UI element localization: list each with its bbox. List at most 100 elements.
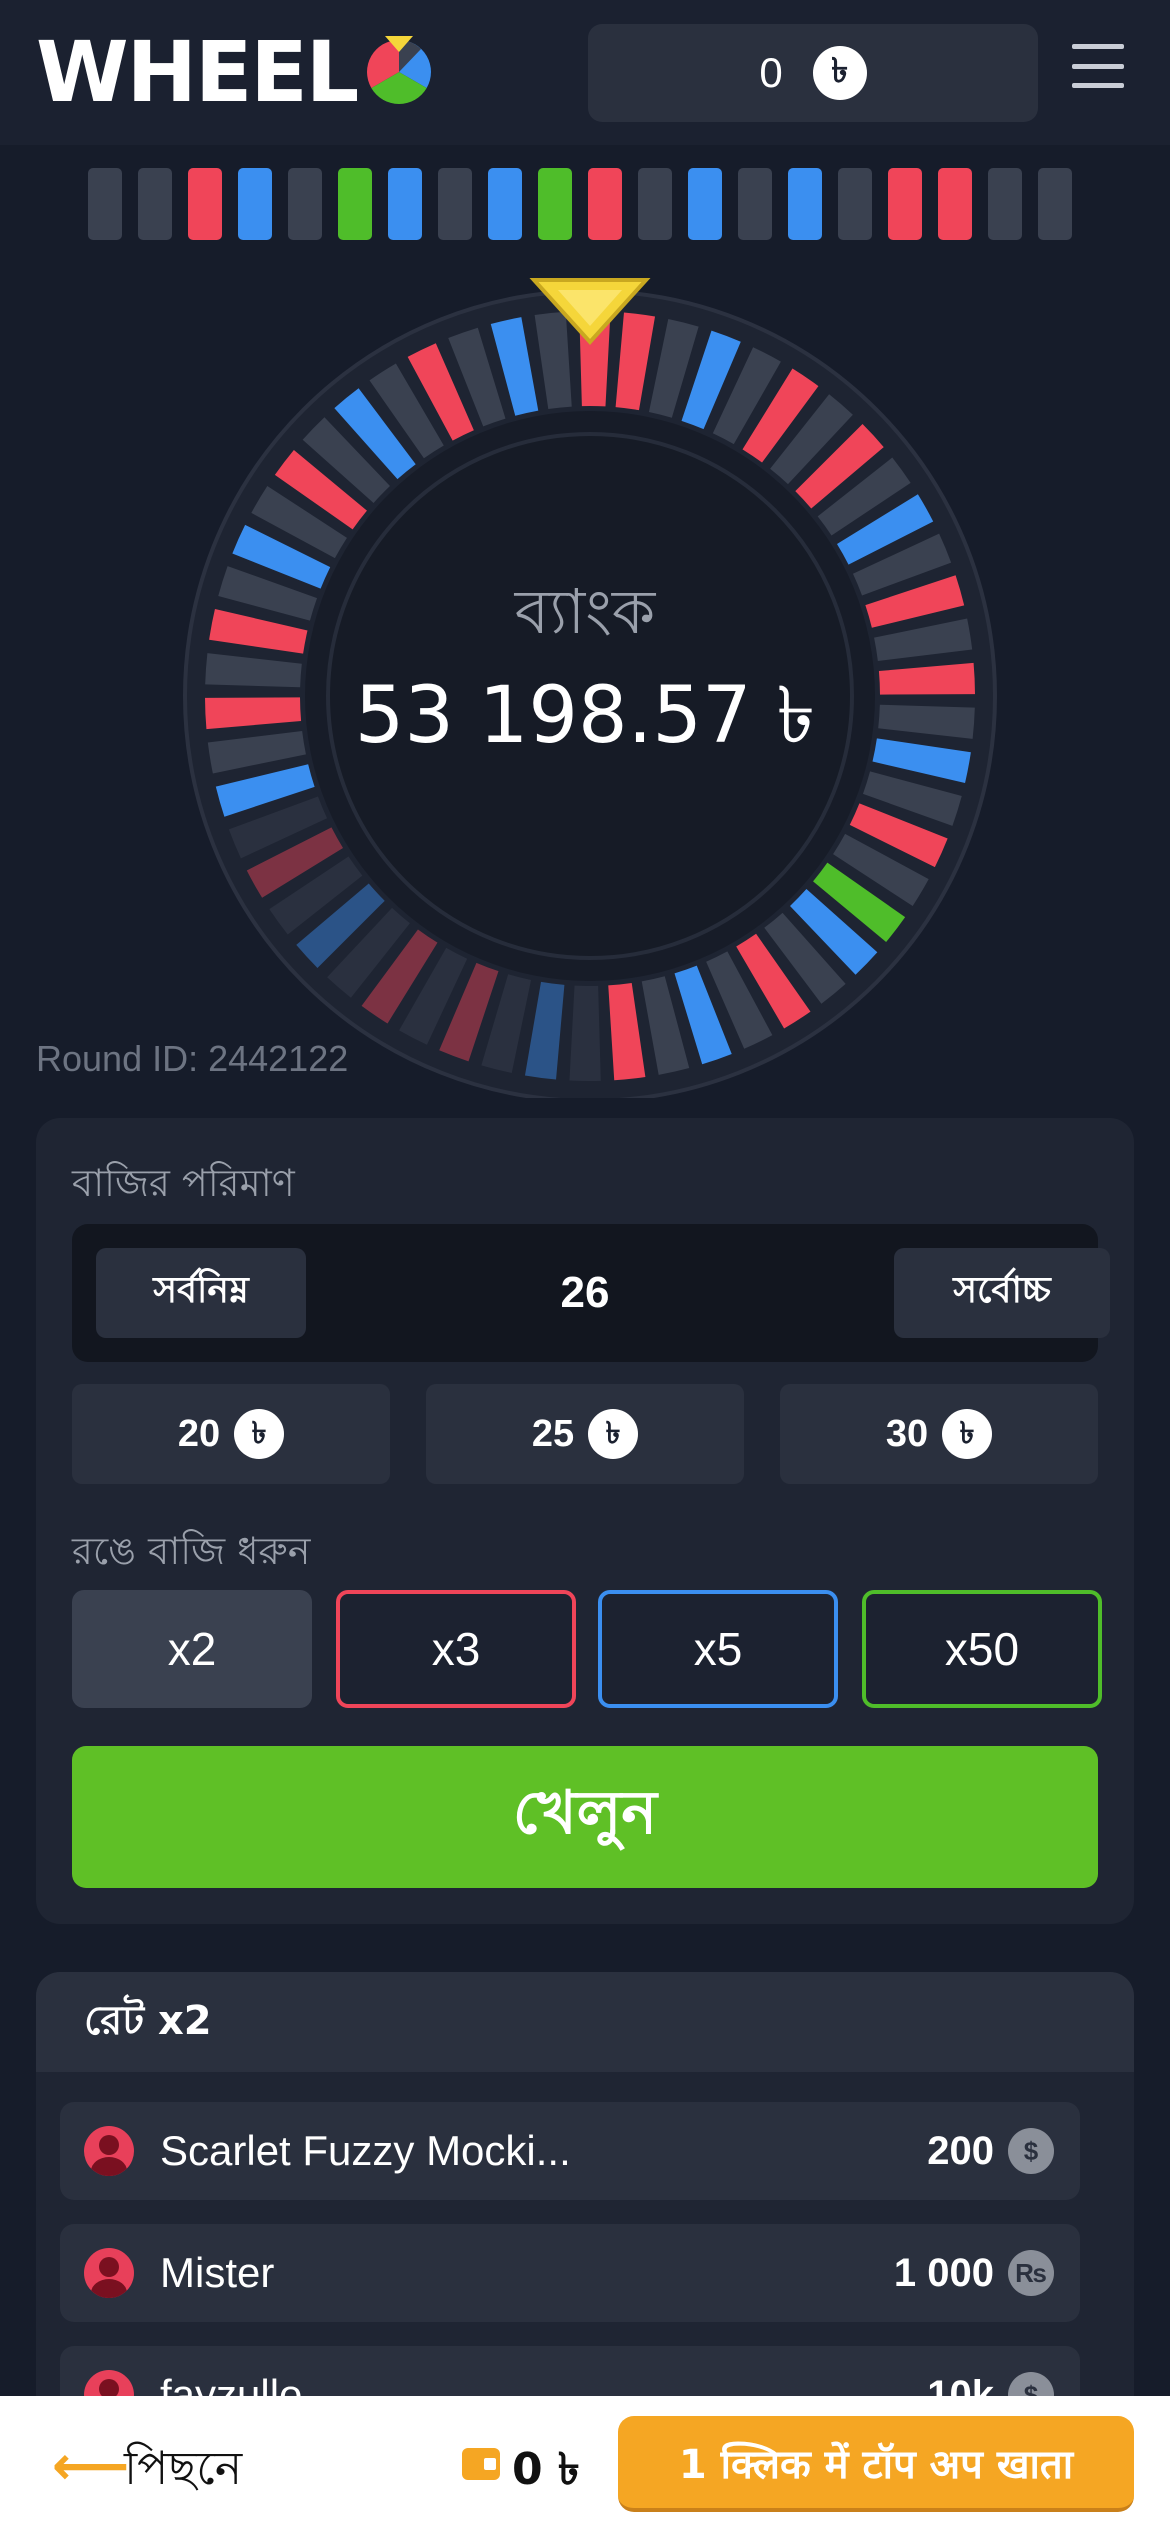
wheel-segment xyxy=(862,771,962,826)
bet-amount-label: বাজির পরিমাণ xyxy=(72,1161,295,1205)
wheel-segment xyxy=(569,985,601,1081)
wheel-segment xyxy=(207,731,306,774)
bank-label: ব্যাংক xyxy=(514,575,656,648)
wheel-segment xyxy=(872,738,971,783)
quick-amount-button[interactable]: 30 ৳ xyxy=(780,1384,1098,1484)
player-name: Mister xyxy=(160,2249,275,2296)
wheel-segment xyxy=(534,311,572,410)
wheel-segment xyxy=(865,575,965,628)
hamburger-menu-icon[interactable] xyxy=(1072,44,1124,88)
wheel-segment xyxy=(874,618,973,661)
quick-amount-value: 20 xyxy=(177,1412,221,1455)
wheel-segment xyxy=(615,312,656,411)
header-balance[interactable]: 0 ৳ xyxy=(588,24,1038,122)
wheel-segment xyxy=(608,982,646,1081)
bottom-balance: 0 ৳ xyxy=(512,2444,580,2495)
wheel-segment xyxy=(361,929,438,1024)
multiplier-x5-button[interactable]: x5 xyxy=(598,1590,838,1708)
wheel-segment xyxy=(836,494,934,565)
wheel-segment xyxy=(674,965,732,1065)
wheel-segment xyxy=(209,609,308,654)
wheel-segment xyxy=(251,485,347,559)
history-result-bar xyxy=(638,168,672,240)
wheel-pointer-highlight xyxy=(558,290,622,326)
wheel-segment xyxy=(878,704,975,739)
bet-amount-input[interactable]: 26 xyxy=(560,1268,610,1317)
wheel-segment xyxy=(790,889,878,975)
wheel-segment xyxy=(327,907,410,998)
wheel-segment xyxy=(770,394,853,485)
history-result-bar xyxy=(538,168,572,240)
avatar-icon xyxy=(84,2126,134,2176)
taka-coin-icon: ৳ xyxy=(234,1409,285,1459)
dollar-currency-icon: $ xyxy=(1008,2128,1054,2174)
taka-coin-icon: ৳ xyxy=(588,1409,639,1459)
wheel-segment xyxy=(269,856,363,935)
bet-amount-control: সর্বনিম্ন 26 সর্বোচ্চ xyxy=(72,1224,1110,1362)
quick-amount-button[interactable]: 25 ৳ xyxy=(426,1384,744,1484)
history-result-bar xyxy=(788,168,822,240)
history-result-bar xyxy=(338,168,372,240)
wheel-segment xyxy=(215,764,315,817)
min-bet-button[interactable]: সর্বনিম্ন xyxy=(96,1248,306,1338)
wheel-segment xyxy=(817,457,911,536)
quick-amount-button[interactable]: 20 ৳ xyxy=(72,1384,390,1484)
wheel-segment xyxy=(833,833,929,907)
wheel-segment xyxy=(481,974,532,1073)
wheel-segment xyxy=(302,417,390,503)
history-result-bar xyxy=(88,168,122,240)
wheel-segment xyxy=(736,933,811,1029)
wheel-segment xyxy=(681,330,741,430)
play-button[interactable]: খেলুন xyxy=(72,1746,1098,1888)
wheel-segment xyxy=(218,566,318,621)
topup-button[interactable]: 1 क्लिक में टॉप अप खाता xyxy=(618,2416,1134,2512)
wheel-segment xyxy=(274,449,367,530)
wheel-segment xyxy=(296,883,385,968)
quick-amount-value: 25 xyxy=(531,1412,575,1455)
player-bet-row: Mister 1 000 ₨ xyxy=(60,2224,1080,2322)
wheel-segment xyxy=(205,653,302,688)
color-bet-label: রঙে বাজি ধরুন xyxy=(72,1529,311,1573)
wallet-icon xyxy=(462,2448,500,2480)
rupee-currency-icon: ₨ xyxy=(1008,2250,1054,2296)
wheel-segment xyxy=(878,662,975,695)
max-bet-button[interactable]: সর্বোচ্চ xyxy=(894,1248,1110,1338)
history-result-bar xyxy=(1038,168,1072,240)
round-id: Round ID: 2442122 xyxy=(36,1038,349,1079)
wheel-segment xyxy=(849,803,948,868)
history-result-bar xyxy=(838,168,872,240)
wheel-segment xyxy=(490,317,539,416)
wheel-segment xyxy=(706,951,773,1049)
back-arrow-icon[interactable]: ⟵ xyxy=(52,2436,130,2496)
roulette-wheel xyxy=(183,278,997,1098)
multiplier-x50-button[interactable]: x50 xyxy=(862,1590,1102,1708)
wheel-segment xyxy=(795,424,884,509)
logo-text: WHEEL xyxy=(36,23,359,121)
bets-list-title: রেট x2 xyxy=(36,1972,1134,2072)
wheel-segment xyxy=(524,981,565,1080)
wheel-center xyxy=(326,432,854,960)
wheel-segment xyxy=(448,327,506,427)
player-amount: 200 xyxy=(927,2128,994,2173)
history-result-bar xyxy=(688,168,722,240)
taka-coin-icon: ৳ xyxy=(942,1409,993,1459)
wheel-segment xyxy=(439,962,499,1062)
wheel-segment xyxy=(407,343,474,441)
wheel-segment xyxy=(228,796,328,859)
history-result-bar xyxy=(288,168,322,240)
wheel-segment xyxy=(852,533,952,596)
bottom-bar: ⟵ পিছনে 0 ৳ 1 क्लिक में टॉप अप खाता xyxy=(0,2396,1170,2532)
player-bet-row: Scarlet Fuzzy Mocki... 200 $ xyxy=(60,2102,1080,2200)
back-button[interactable]: পিছনে xyxy=(124,2441,243,2495)
bet-panel: বাজির পরিমাণ সর্বনিম্ন 26 সর্বোচ্চ 20 ৳ … xyxy=(36,1118,1134,1924)
multiplier-x2-button[interactable]: x2 xyxy=(72,1590,312,1708)
multiplier-x3-button[interactable]: x3 xyxy=(336,1590,576,1708)
wheel-segment xyxy=(764,912,846,1004)
result-history xyxy=(88,168,1072,240)
history-result-bar xyxy=(138,168,172,240)
wheel-segment xyxy=(742,368,819,463)
header-bar: WHEEL 0 ৳ xyxy=(0,0,1170,145)
history-result-bar xyxy=(438,168,472,240)
wheel-segment xyxy=(334,388,416,480)
wheel-logo[interactable]: WHEEL xyxy=(36,30,435,114)
